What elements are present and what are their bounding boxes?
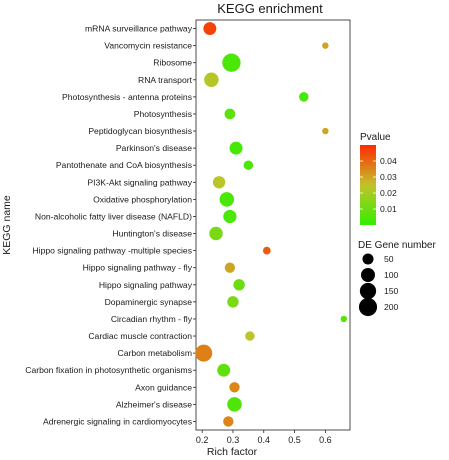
- x-tick-label-0.2: 0.2: [196, 435, 209, 445]
- point-vancomycin-resistance: [322, 42, 329, 49]
- category-label-dopaminergic-synapse: Dopaminergic synapse: [105, 297, 193, 307]
- chart-title: KEGG enrichment: [217, 1, 323, 16]
- category-label-carbon-fixation-in-photosynthetic-organisms: Carbon fixation in photosynthetic organi…: [25, 365, 192, 375]
- point-carbon-metabolism: [195, 344, 213, 362]
- size-legend-dot-100: [361, 268, 375, 282]
- size-legend-dot-150: [359, 282, 377, 300]
- category-label-non-alcoholic-fatty-liver-disease-nafld: Non-alcoholic fatty liver disease (NAFLD…: [35, 211, 192, 221]
- category-label-hippo-signaling-pathway-multiple-species: Hippo signaling pathway -multiple specie…: [32, 246, 192, 256]
- category-label-hippo-signaling-pathway: Hippo signaling pathway: [99, 280, 193, 290]
- colorbar-label-0.02: 0.02: [380, 188, 397, 198]
- category-label-adrenergic-signaling-in-cardiomyocytes: Adrenergic signaling in cardiomyocytes: [43, 416, 192, 426]
- category-label-mrna-surveillance-pathway: mRNA surveillance pathway: [85, 24, 193, 34]
- x-tick-label-0.6: 0.6: [319, 435, 332, 445]
- size-legend-label-200: 200: [384, 302, 399, 312]
- category-label-oxidative-phosphorylation: Oxidative phosphorylation: [93, 194, 192, 204]
- point-non-alcoholic-fatty-liver-disease-nafld: [223, 209, 237, 224]
- y-axis-title: KEGG name: [1, 195, 13, 255]
- point-ribosome: [222, 53, 241, 72]
- point-parkinson-s-disease: [229, 141, 243, 155]
- category-label-alzheimer-s-disease: Alzheimer's disease: [116, 399, 192, 409]
- point-hippo-signaling-pathway-fly: [224, 262, 236, 273]
- size-legend-dot-200: [358, 297, 378, 317]
- category-label-pi3k-akt-signaling-pathway: PI3K-Akt signaling pathway: [87, 177, 192, 187]
- category-label-ribosome: Ribosome: [153, 58, 192, 68]
- point-hippo-signaling-pathway-multiple-species: [262, 246, 271, 255]
- pvalue-legend-title: Pvalue: [360, 132, 391, 143]
- x-tick-label-0.3: 0.3: [227, 435, 240, 445]
- pvalue-colorbar: [360, 145, 376, 225]
- point-photosynthesis: [224, 108, 236, 120]
- data-points: [195, 22, 348, 427]
- x-tick-label-0.4: 0.4: [258, 435, 271, 445]
- colorbar-label-0.04: 0.04: [380, 156, 397, 166]
- point-alzheimer-s-disease: [227, 397, 242, 412]
- category-label-hippo-signaling-pathway-fly: Hippo signaling pathway - fly: [83, 263, 193, 273]
- point-oxidative-phosphorylation: [219, 192, 235, 207]
- category-label-circadian-rhythm-fly: Circadian rhythm - fly: [111, 314, 193, 324]
- category-label-pantothenate-and-coa-biosynthesis: Pantothenate and CoA biosynthesis: [56, 160, 192, 170]
- x-tick-label-0.5: 0.5: [288, 435, 301, 445]
- category-label-rna-transport: RNA transport: [138, 75, 193, 85]
- point-hippo-signaling-pathway: [233, 279, 245, 291]
- gene-number-legend: DE Gene number 50 100 150 200: [358, 240, 436, 317]
- category-labels: mRNA surveillance pathway Vancomycin resi…: [25, 24, 192, 427]
- category-label-carbon-metabolism: Carbon metabolism: [117, 348, 192, 358]
- point-carbon-fixation-in-photosynthetic-organisms: [217, 363, 231, 377]
- category-label-huntington-s-disease: Huntington's disease: [112, 229, 192, 239]
- category-label-parkinson-s-disease: Parkinson's disease: [116, 143, 192, 153]
- plot-area: [195, 19, 351, 431]
- colorbar-label-0.01: 0.01: [380, 204, 397, 214]
- point-peptidoglycan-biosynthesis: [322, 127, 329, 135]
- size-legend-label-50: 50: [384, 254, 394, 264]
- point-mrna-surveillance-pathway: [203, 22, 217, 36]
- point-axon-guidance: [229, 382, 240, 393]
- point-adrenergic-signaling-in-cardiomyocytes: [223, 416, 234, 427]
- size-legend-dot-50: [362, 253, 374, 265]
- size-legend-label-150: 150: [384, 286, 399, 296]
- point-cardiac-muscle-contraction: [245, 331, 255, 341]
- colorbar-label-0.03: 0.03: [380, 172, 397, 182]
- x-axis-ticks: 0.2 0.3 0.4 0.5 0.6: [196, 430, 332, 445]
- pvalue-legend: Pvalue 0.01 0.02 0.03 0.04: [360, 132, 397, 225]
- x-axis-title: Rich factor: [207, 446, 258, 458]
- category-label-photosynthesis-antenna-proteins: Photosynthesis - antenna proteins: [62, 92, 192, 102]
- point-pantothenate-and-coa-biosynthesis: [243, 160, 254, 170]
- category-label-peptidoglycan-biosynthesis: Peptidoglycan biosynthesis: [88, 126, 192, 136]
- category-label-axon-guidance: Axon guidance: [135, 382, 192, 392]
- point-pi3k-akt-signaling-pathway: [212, 176, 226, 189]
- y-axis-ticks: [193, 28, 196, 422]
- category-label-vancomycin-resistance: Vancomycin resistance: [104, 41, 192, 51]
- category-label-photosynthesis: Photosynthesis: [134, 109, 192, 119]
- gene-number-legend-title: DE Gene number: [358, 240, 436, 251]
- category-label-cardiac-muscle-contraction: Cardiac muscle contraction: [88, 331, 192, 341]
- point-rna-transport: [204, 72, 219, 88]
- gene-number-legend-items: 50 100 150 200: [358, 253, 399, 317]
- size-legend-label-100: 100: [384, 270, 399, 280]
- point-dopaminergic-synapse: [227, 296, 239, 308]
- point-huntington-s-disease: [209, 226, 223, 241]
- point-circadian-rhythm-fly: [340, 315, 348, 323]
- pvalue-colorbar-ticks: 0.01 0.02 0.03 0.04: [360, 156, 397, 214]
- point-photosynthesis-antenna-proteins: [299, 92, 309, 102]
